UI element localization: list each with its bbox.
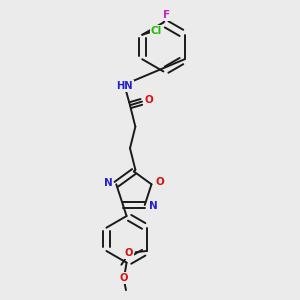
- Text: Cl: Cl: [151, 26, 162, 36]
- Text: N: N: [149, 202, 158, 212]
- Text: HN: HN: [116, 81, 133, 91]
- Text: F: F: [164, 10, 171, 20]
- Text: O: O: [124, 248, 133, 258]
- Text: O: O: [119, 273, 128, 283]
- Text: O: O: [144, 95, 153, 105]
- Text: O: O: [155, 177, 164, 187]
- Text: N: N: [103, 178, 112, 188]
